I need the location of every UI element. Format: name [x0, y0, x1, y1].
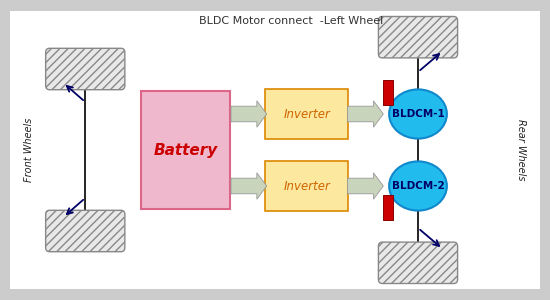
- FancyArrow shape: [348, 101, 383, 127]
- FancyBboxPatch shape: [265, 89, 348, 139]
- Ellipse shape: [389, 161, 447, 211]
- Text: Front Wheels: Front Wheels: [24, 118, 34, 182]
- Text: BLDC Motor connect  -Left Wheel: BLDC Motor connect -Left Wheel: [199, 16, 384, 26]
- FancyBboxPatch shape: [10, 11, 540, 289]
- FancyBboxPatch shape: [46, 48, 125, 90]
- FancyBboxPatch shape: [378, 16, 458, 58]
- Text: Inverter: Inverter: [283, 107, 330, 121]
- Text: Rear Wheels: Rear Wheels: [516, 119, 526, 181]
- FancyBboxPatch shape: [378, 242, 458, 284]
- Bar: [383, 195, 393, 220]
- FancyArrow shape: [231, 101, 267, 127]
- Text: BLDCM-1: BLDCM-1: [392, 109, 444, 119]
- Bar: [383, 80, 393, 105]
- Text: Battery: Battery: [153, 142, 218, 158]
- FancyArrow shape: [231, 173, 267, 199]
- FancyBboxPatch shape: [46, 210, 125, 252]
- FancyBboxPatch shape: [265, 161, 348, 211]
- Text: BLDCM-2: BLDCM-2: [392, 181, 444, 191]
- FancyArrow shape: [348, 173, 383, 199]
- Text: Inverter: Inverter: [283, 179, 330, 193]
- FancyBboxPatch shape: [141, 91, 230, 209]
- Ellipse shape: [389, 89, 447, 139]
